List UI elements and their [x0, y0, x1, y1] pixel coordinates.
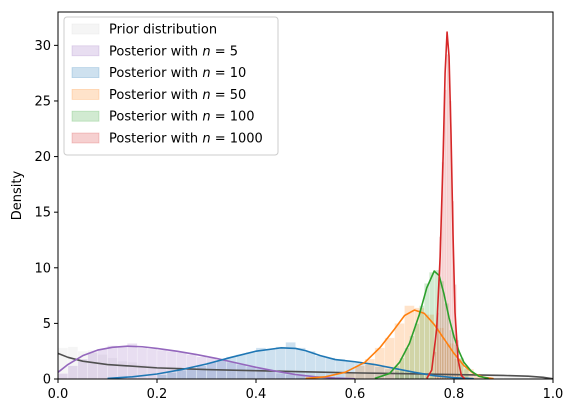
y-tick-label: 10: [34, 261, 51, 276]
histogram-bar: [117, 346, 128, 379]
legend-swatch: [71, 110, 100, 122]
histogram-bar: [446, 54, 450, 379]
histogram-bar: [315, 355, 326, 379]
histogram-bar: [107, 345, 118, 379]
legend-swatch: [71, 67, 100, 78]
legend-item: Posterior with n = 100: [71, 110, 255, 125]
histogram-bar: [156, 374, 168, 379]
x-tick-label: 0.8: [444, 387, 465, 402]
histogram-bar: [255, 347, 267, 379]
legend-item: Posterior with n = 1000: [71, 132, 263, 147]
legend-swatch: [71, 23, 100, 35]
kde-curve-2: [107, 347, 474, 379]
histogram-bar: [196, 365, 207, 379]
histogram-bar: [58, 373, 69, 379]
histogram-bar: [87, 352, 98, 379]
kde-curve-1: [58, 345, 356, 379]
legend-item: Posterior with n = 50: [71, 88, 246, 103]
legend-swatch: [71, 89, 100, 100]
histogram-bar: [334, 358, 346, 379]
x-axis-ticks: 0.0 0.2 0.4 0.6 0.8 1.0: [48, 379, 564, 402]
histogram-bar: [443, 89, 447, 379]
histogram-bar: [374, 347, 385, 379]
histogram-bar: [136, 347, 148, 379]
legend-label: Prior distribution: [109, 23, 217, 38]
histogram-bar: [127, 343, 138, 379]
legend-item: Prior distribution: [71, 23, 217, 38]
y-tick-label: 25: [34, 94, 51, 109]
y-tick-label: 30: [34, 39, 51, 54]
histogram-bar: [176, 369, 187, 379]
y-tick-label: 0: [43, 373, 51, 388]
histogram-bar: [429, 271, 435, 379]
legend-box: [63, 16, 279, 156]
axes-frame: [57, 11, 554, 380]
histogram-bar: [305, 350, 316, 379]
legend-label: Posterior with n = 5: [109, 44, 238, 59]
legend-label: Posterior with n = 100: [109, 110, 255, 125]
histogram-bar: [265, 348, 277, 379]
plot-area: [58, 31, 553, 379]
histogram-bar: [206, 362, 217, 379]
y-tick-label: 5: [43, 317, 51, 332]
legend-label: Posterior with n = 10: [109, 66, 246, 81]
x-tick-label: 0.0: [48, 387, 69, 402]
histogram-bar: [166, 372, 178, 379]
x-tick-label: 1.0: [543, 387, 564, 402]
histogram-bar: [235, 354, 247, 379]
x-tick-label: 0.6: [345, 387, 366, 402]
histogram-bar: [424, 283, 430, 379]
kde-curve-0: [58, 352, 553, 379]
kde-curve-5: [426, 31, 466, 379]
legend-item: Posterior with n = 5: [71, 44, 238, 59]
y-tick-label: 20: [34, 150, 51, 165]
histogram-bar: [226, 356, 237, 379]
y-tick-label: 15: [34, 206, 51, 221]
histogram-bar: [414, 323, 420, 379]
legend-item: Posterior with n = 10: [71, 66, 246, 81]
x-tick-label: 0.4: [246, 387, 267, 402]
histogram-bar: [67, 365, 79, 379]
legend-swatch: [71, 45, 100, 57]
histogram-bar: [275, 346, 286, 379]
x-tick-label: 0.2: [147, 387, 168, 402]
legend: Prior distribution Posterior with n = 5 Po…: [63, 16, 279, 156]
histogram-bar: [419, 305, 425, 379]
legend-swatch: [71, 132, 100, 144]
legend-label: Posterior with n = 1000: [109, 132, 263, 147]
legend-label: Posterior with n = 50: [109, 88, 246, 103]
y-axis-label: Density: [10, 170, 25, 220]
kde-curve-4: [374, 270, 489, 379]
y-axis-ticks: 0 5 10 15 20 25 30: [34, 39, 58, 388]
